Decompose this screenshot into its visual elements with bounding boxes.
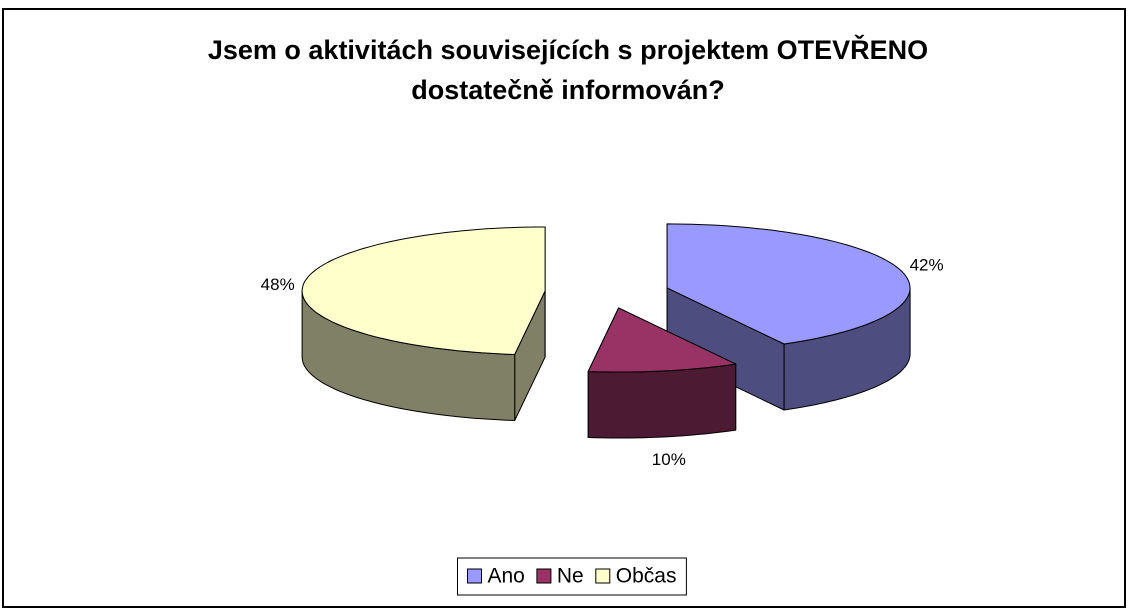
pie-slice: [666, 223, 911, 411]
slice-top: [587, 307, 737, 373]
legend-swatch: [595, 568, 611, 584]
legend-swatch: [536, 568, 552, 584]
slice-side: [587, 363, 737, 439]
slice-top: [301, 226, 546, 355]
legend: Ano Ne Občas: [457, 557, 687, 596]
legend-label: Ne: [557, 565, 584, 588]
data-label: 42%: [910, 255, 944, 274]
slice-top: [666, 223, 911, 345]
data-label: 10%: [652, 450, 686, 469]
pie-slice: [587, 307, 737, 439]
chart-title: Jsem o aktivitách souvisejících s projek…: [207, 35, 929, 105]
data-label: 48%: [261, 275, 295, 294]
legend-box: [457, 557, 687, 596]
legend-label: Občas: [616, 565, 677, 588]
legend-label: Ano: [488, 565, 525, 588]
legend-swatch: [467, 568, 482, 584]
pie-slice: [301, 226, 546, 421]
